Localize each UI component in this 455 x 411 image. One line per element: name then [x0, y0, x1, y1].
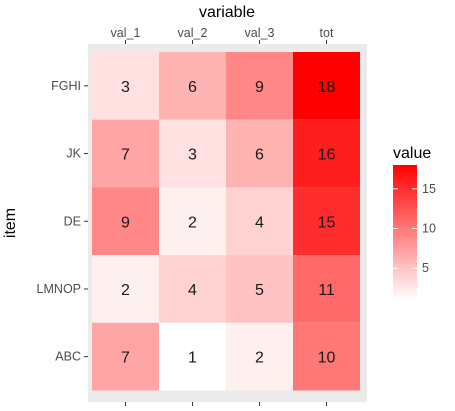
cell-labels-layer: 3 6 9 18 7 3 6 16 9 2 4 15 2 4 5 11 7 1 2 10 — [121, 79, 335, 367]
cells-layer — [92, 52, 360, 391]
cell-value-label: 3 — [121, 79, 130, 96]
heatmap-cell — [226, 119, 293, 188]
cell-value-label: 4 — [188, 282, 197, 299]
x-axis-title: variable — [199, 4, 255, 21]
y-tick-label: JK — [66, 147, 81, 161]
heatmap-cell — [159, 119, 226, 188]
cell-value-label: 15 — [318, 214, 336, 231]
heatmap-cell — [92, 119, 159, 188]
y-axis-title: item — [2, 208, 19, 238]
cell-value-label: 2 — [255, 350, 264, 367]
legend-ticks: 5 10 15 — [393, 182, 436, 275]
heatmap-cell — [226, 187, 293, 256]
legend-tick-label: 10 — [422, 222, 436, 236]
y-tick-label: LMNOP — [37, 282, 81, 296]
legend-tick-label: 15 — [422, 182, 436, 196]
heatmap-cell — [92, 255, 159, 323]
heatmap-cell — [293, 119, 360, 188]
y-axis: FGHI JK DE LMNOP ABC — [37, 79, 88, 364]
heatmap-cell — [159, 187, 226, 256]
heatmap-cell — [293, 52, 360, 120]
heatmap-cell — [293, 187, 360, 256]
y-tick-label: FGHI — [51, 79, 81, 93]
x-tick-label: val_3 — [245, 26, 275, 40]
heatmap-cell — [159, 52, 226, 120]
cell-value-label: 6 — [255, 147, 264, 164]
heatmap-cell — [226, 255, 293, 323]
heatmap-cell — [92, 52, 159, 120]
cell-value-label: 9 — [121, 214, 130, 231]
x-tick-label: val_1 — [111, 26, 141, 40]
y-tick-label: ABC — [55, 350, 81, 364]
legend: value 5 10 15 — [393, 145, 436, 300]
cell-value-label: 9 — [255, 79, 264, 96]
cell-value-label: 6 — [188, 79, 197, 96]
legend-colorbar — [393, 165, 417, 300]
heatmap-cell — [92, 187, 159, 256]
heatmap-cell — [293, 255, 360, 323]
heatmap-cell — [159, 255, 226, 323]
heatmap-cell — [159, 322, 226, 391]
cell-value-label: 7 — [121, 147, 130, 164]
cell-value-label: 3 — [188, 147, 197, 164]
y-tick-label: DE — [64, 214, 81, 228]
cell-value-label: 16 — [318, 147, 336, 164]
legend-title: value — [393, 145, 431, 162]
legend-tick-label: 5 — [422, 261, 429, 275]
x-axis: val_1 val_2 val_3 tot — [111, 26, 334, 406]
cell-value-label: 5 — [255, 282, 264, 299]
cell-value-label: 10 — [318, 350, 336, 367]
heatmap-cell — [226, 322, 293, 391]
cell-value-label: 2 — [121, 282, 130, 299]
heatmap-cell — [293, 322, 360, 391]
cell-value-label: 4 — [255, 214, 264, 231]
cell-value-label: 18 — [318, 79, 336, 96]
heatmap-cell — [226, 52, 293, 120]
cell-value-label: 1 — [188, 350, 197, 367]
x-tick-label: tot — [320, 26, 334, 40]
x-tick-label: val_2 — [178, 26, 208, 40]
cell-value-label: 7 — [121, 350, 130, 367]
cell-value-label: 11 — [318, 282, 335, 299]
heatmap-cell — [92, 322, 159, 391]
cell-value-label: 2 — [188, 214, 197, 231]
